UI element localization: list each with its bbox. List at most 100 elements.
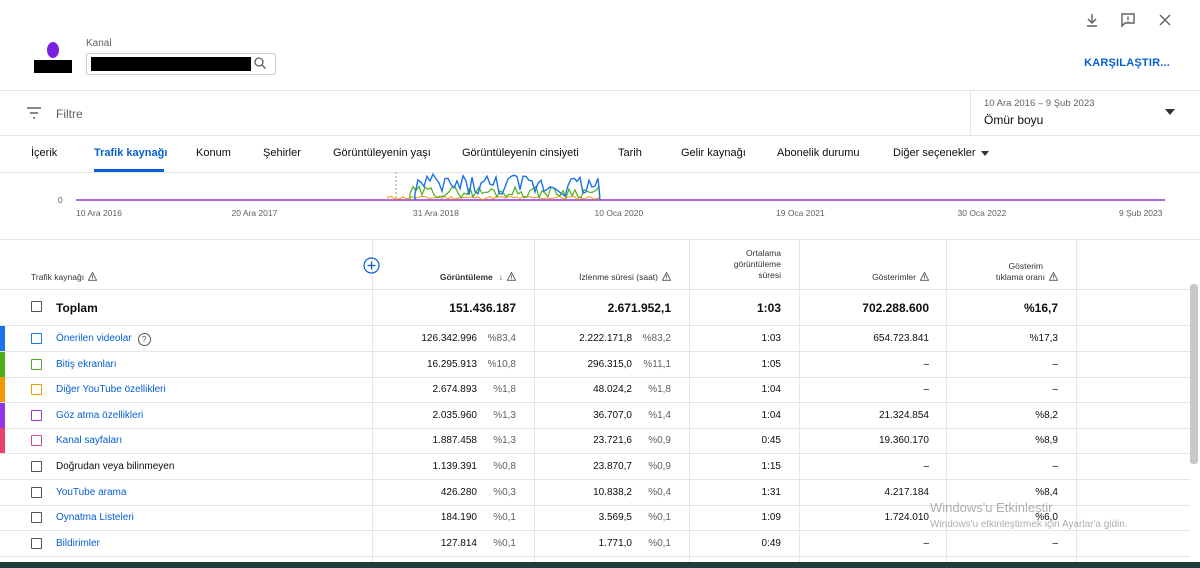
traffic-source-link[interactable]: Önerilen videolar? (56, 333, 151, 346)
table-row: YouTube arama 426.280 %0,3 10.838,2 %0,4 1:31… (0, 480, 1190, 506)
traffic-source-link[interactable]: Göz atma özellikleri (56, 410, 143, 421)
row-checkbox[interactable] (31, 512, 42, 523)
watch-time-value: 10.838,2 (593, 487, 632, 498)
row-checkbox[interactable] (31, 333, 42, 344)
traffic-source-link[interactable]: Oynatma Listeleri (56, 512, 134, 523)
watch-time-value: 48.024,2 (593, 384, 632, 395)
impressions-value: 654.723.841 (873, 333, 929, 344)
search-icon[interactable] (253, 56, 269, 72)
tab-more-options-label: Diğer seçenekler (893, 147, 976, 159)
add-column-icon[interactable] (363, 257, 380, 279)
avg-duration-value: 0:49 (761, 538, 781, 549)
traffic-source-link[interactable]: Bildirimler (56, 538, 100, 549)
header-avg-line1: Ortalama (746, 248, 781, 258)
tab-viewer-gender[interactable]: Görüntüleyenin cinsiyeti (462, 147, 579, 159)
avg-duration-value: 1:09 (761, 512, 781, 523)
close-icon[interactable] (1155, 12, 1175, 32)
table-row: Kanal sayfaları 1.887.458 %1,3 23.721,6 %0,9… (0, 428, 1190, 454)
watch-time-percent: %0,1 (648, 538, 671, 549)
date-range-select[interactable]: 10 Ara 2016 – 9 Şub 2023 Ömür boyu (970, 91, 1200, 135)
vertical-scrollbar[interactable] (1190, 284, 1198, 464)
tab-cities[interactable]: Şehirler (263, 147, 301, 159)
traffic-source-link[interactable]: Kanal sayfaları (56, 435, 122, 446)
watch-time-percent: %0,1 (648, 512, 671, 523)
help-icon[interactable]: ? (137, 333, 151, 346)
tab-date[interactable]: Tarih (618, 147, 642, 159)
header-impressions[interactable]: Gösterimler (800, 271, 930, 283)
date-range-value: Ömür boyu (984, 113, 1044, 127)
total-label: Toplam (56, 301, 98, 315)
channel-select[interactable] (86, 53, 276, 75)
views-value: 126.342.996 (421, 333, 477, 344)
watch-time-percent: %83,2 (642, 333, 671, 344)
row-checkbox[interactable] (31, 410, 42, 421)
series-color-bar (0, 428, 5, 454)
avg-duration-value: 1:04 (761, 384, 781, 395)
download-icon[interactable] (1082, 12, 1102, 32)
traffic-source-link[interactable]: YouTube arama (56, 487, 126, 498)
ctr-value: %17,3 (1029, 333, 1058, 344)
warning-icon (919, 271, 930, 281)
views-percent: %0,1 (493, 512, 516, 523)
filter-input[interactable]: Filtre (56, 107, 83, 121)
watch-time-value: 296.315,0 (587, 359, 633, 370)
feedback-icon[interactable] (1118, 12, 1138, 32)
avg-duration-value: 1:05 (761, 359, 781, 370)
header-watch-time[interactable]: İzlenme süresi (saat) (540, 271, 672, 283)
channel-avatar (34, 40, 72, 74)
total-row: Toplam 151.436.187 2.671.952,1 1:03 702.… (0, 290, 1190, 326)
traffic-source-label: Önerilen videolar (56, 333, 132, 344)
ctr-value: %8,2 (1035, 410, 1058, 421)
traffic-source-link[interactable]: Bitiş ekranları (56, 359, 117, 370)
impressions-value: 19.360.170 (878, 435, 929, 446)
tab-traffic-source[interactable]: Trafik kaynağı (94, 147, 168, 159)
views-percent: %0,3 (493, 487, 516, 498)
views-percent: %1,8 (493, 384, 516, 395)
chart-series-line (414, 172, 601, 201)
avg-duration-value: 0:45 (761, 435, 781, 446)
views-value: 1.887.458 (432, 435, 478, 446)
sort-down-icon: ↓ (498, 272, 503, 282)
row-checkbox[interactable] (31, 487, 42, 498)
x-axis-tick-label: 30 Oca 2022 (957, 208, 1007, 218)
traffic-source-label: Doğrudan veya bilinmeyen (56, 461, 175, 472)
row-checkbox[interactable] (31, 384, 42, 395)
watch-time-value: 23.721,6 (593, 435, 632, 446)
x-axis-tick-label: 20 Ara 2017 (231, 208, 278, 218)
row-checkbox[interactable] (31, 461, 42, 472)
views-value: 2.674.893 (432, 384, 478, 395)
header-avg-view-duration[interactable]: Ortalama görüntüleme süresi (690, 248, 781, 281)
windows-activation-title: Windows'u Etkinleştir (930, 500, 1053, 515)
compare-button[interactable]: KARŞILAŞTIR... (1084, 57, 1170, 69)
header-views[interactable]: Görüntüleme ↓ (380, 271, 517, 283)
traffic-source-link[interactable]: Diğer YouTube özellikleri (56, 384, 166, 395)
row-checkbox[interactable] (31, 359, 42, 370)
active-tab-indicator (94, 169, 164, 172)
header-avg-line3: süresi (758, 270, 781, 280)
tab-more-options[interactable]: Diğer seçenekler (893, 147, 989, 159)
views-percent: %0,8 (493, 461, 516, 472)
tab-content[interactable]: İçerik (31, 147, 58, 159)
tab-location[interactable]: Konum (196, 147, 231, 159)
filter-icon[interactable] (26, 106, 42, 120)
row-checkbox[interactable] (31, 538, 42, 549)
windows-activation-subtitle: Windows'u etkinleştirmek için Ayarlar'a … (930, 519, 1128, 530)
traffic-source-label: Bitiş ekranları (56, 359, 117, 370)
watch-time-percent: %0,4 (648, 487, 671, 498)
tab-viewer-age[interactable]: Görüntüleyenin yaşı (333, 147, 431, 159)
tab-bar: İçerik Trafik kaynağı Konum Şehirler Gör… (0, 136, 1200, 172)
tab-subscription-status[interactable]: Abonelik durumu (777, 147, 860, 159)
watch-time-value: 2.222.171,8 (579, 333, 632, 344)
dropdown-arrow-icon (980, 150, 989, 156)
table-row: Göz atma özellikleri 2.035.960 %1,3 36.707,… (0, 403, 1190, 429)
warning-icon (87, 271, 98, 281)
row-checkbox[interactable] (31, 435, 42, 446)
total-checkbox[interactable] (31, 301, 42, 312)
traffic-source-link[interactable]: Doğrudan veya bilinmeyen (56, 461, 174, 472)
header-ctr[interactable]: Gösterim tıklama oranı (950, 261, 1059, 283)
header-traffic-source[interactable]: Trafik kaynağı (31, 271, 98, 283)
chart-series-line (409, 184, 601, 201)
views-percent: %10,8 (487, 359, 516, 370)
watch-time-percent: %1,8 (648, 384, 671, 395)
tab-revenue-source[interactable]: Gelir kaynağı (681, 147, 746, 159)
